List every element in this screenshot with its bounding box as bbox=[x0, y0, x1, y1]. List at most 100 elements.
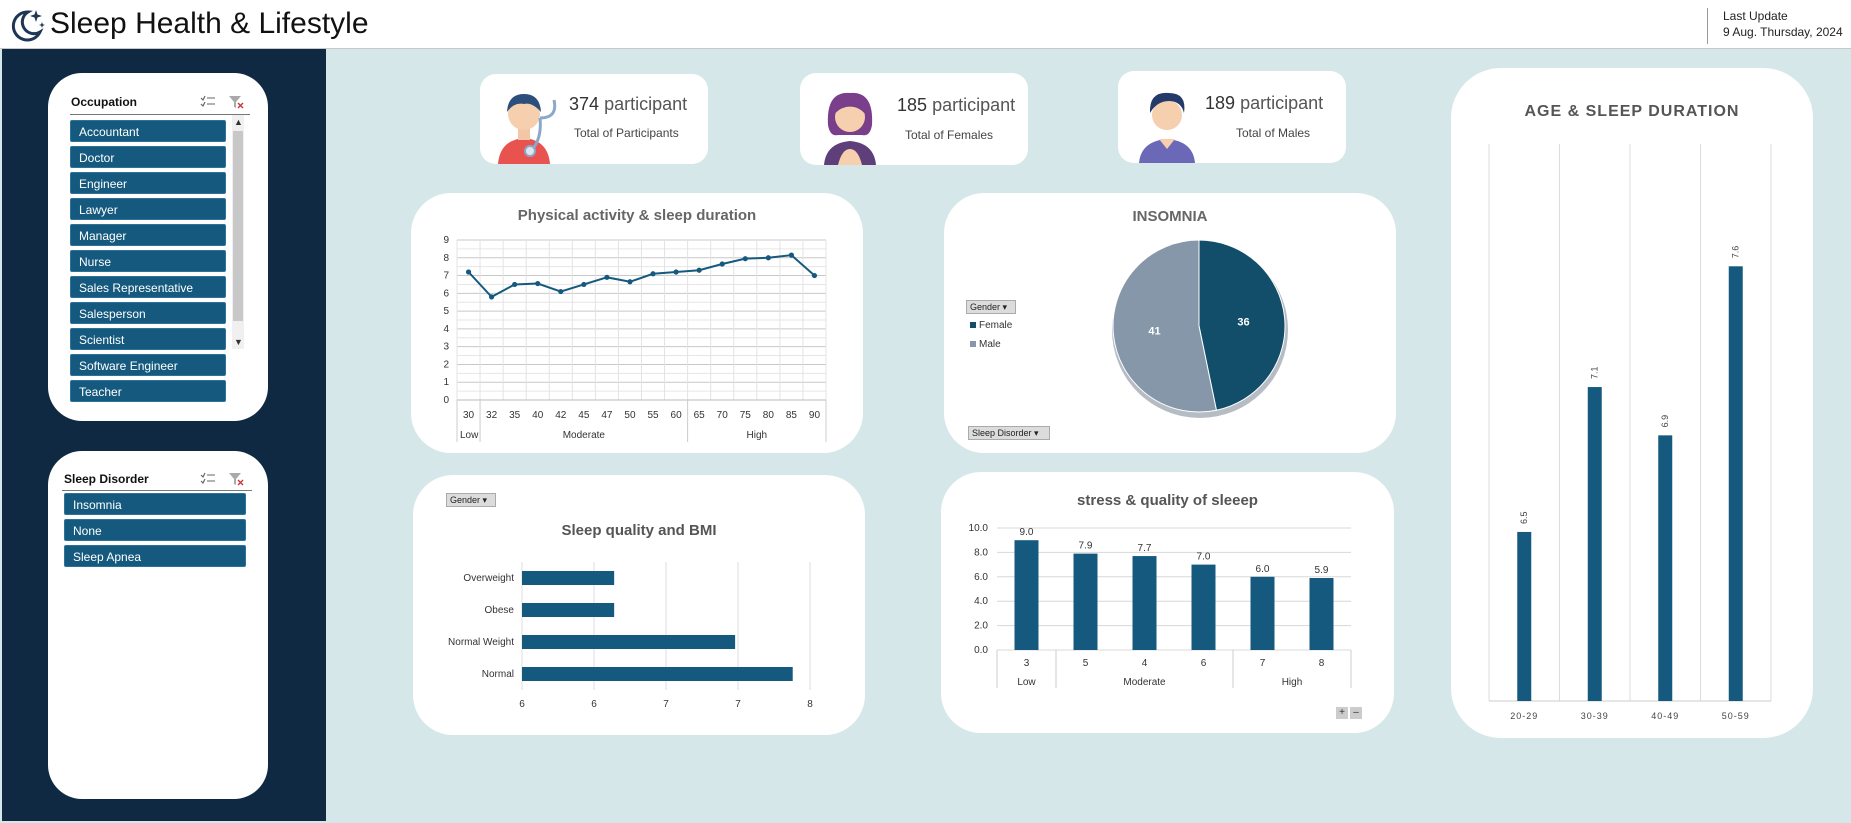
gender-filter-dropdown-bmi[interactable]: Gender ▾ bbox=[446, 493, 496, 507]
data-label: 9.0 bbox=[1020, 527, 1034, 538]
x-tick-label: 7 bbox=[735, 699, 741, 710]
page-title: Sleep Health & Lifestyle bbox=[50, 7, 369, 40]
expand-button[interactable]: + bbox=[1336, 707, 1348, 719]
slicer-item[interactable]: Sleep Apnea bbox=[64, 545, 246, 567]
female-avatar-icon bbox=[824, 92, 876, 165]
y-tick-label: 8.0 bbox=[974, 547, 988, 558]
bmi-card: Gender ▾ Sleep quality and BMI 6 6 7 7 8 Over… bbox=[413, 475, 865, 735]
slicer-item[interactable]: Insomnia bbox=[64, 493, 246, 515]
y-tick-label: Overweight bbox=[463, 573, 514, 584]
kpi-total-card: 374 participant Total of Participants bbox=[480, 74, 708, 164]
slicer-item[interactable]: Teacher bbox=[70, 380, 226, 402]
x-tick-label: 70 bbox=[717, 410, 729, 421]
x-tick-label: 50 bbox=[624, 410, 636, 421]
data-label: 7.6 bbox=[1731, 246, 1741, 259]
insomnia-card: INSOMNIA Gender ▾ Female Male Sleep Diso… bbox=[944, 193, 1396, 453]
y-tick-label: 0.0 bbox=[974, 645, 988, 656]
sleep-disorder-slicer-title: Sleep Disorder bbox=[64, 472, 149, 486]
y-tick-label: Normal bbox=[482, 669, 514, 680]
series-line bbox=[467, 254, 816, 299]
scroll-down-icon[interactable]: ▼ bbox=[234, 337, 243, 347]
data-point bbox=[581, 281, 587, 288]
slicer-item[interactable]: Salesperson bbox=[70, 302, 226, 324]
pie-data-label: 41 bbox=[1148, 326, 1160, 338]
chart-title: INSOMNIA bbox=[1132, 208, 1208, 225]
slicer-item[interactable]: Scientist bbox=[70, 328, 226, 350]
slicer-item[interactable]: Sales Representative bbox=[70, 276, 226, 298]
slicer-item[interactable]: Lawyer bbox=[70, 198, 226, 220]
y-tick-label: 3 bbox=[443, 342, 449, 353]
slicer-item[interactable]: Software Engineer bbox=[70, 354, 226, 376]
x-tick-label: 75 bbox=[740, 410, 752, 421]
collapse-button[interactable]: – bbox=[1350, 707, 1362, 719]
age-sleep-card: AGE & SLEEP DURATION 6.5 20-29 7.1 30-39 6.9… bbox=[1451, 68, 1813, 738]
x-tick-label: 3 bbox=[1024, 658, 1030, 669]
occupation-scrollbar[interactable]: ▲ ▼ bbox=[232, 115, 244, 349]
y-tick-label: 10.0 bbox=[969, 523, 989, 534]
x-tick-label: 80 bbox=[763, 410, 775, 421]
clear-filter-icon[interactable] bbox=[228, 95, 244, 109]
scroll-up-icon[interactable]: ▲ bbox=[234, 117, 243, 127]
group-label: Low bbox=[460, 430, 479, 441]
kpi-total-label: Total of Participants bbox=[574, 126, 679, 140]
slicer-item[interactable]: Engineer bbox=[70, 172, 226, 194]
group-label: High bbox=[747, 430, 768, 441]
multi-select-icon[interactable] bbox=[200, 95, 216, 109]
data-point bbox=[742, 256, 748, 262]
kpi-female-value: 185 participant bbox=[897, 95, 1016, 115]
x-tick-label: 6 bbox=[591, 699, 597, 710]
data-point bbox=[558, 288, 564, 295]
x-tick-label: 4 bbox=[1142, 658, 1148, 669]
kpi-total-value: 374 participant bbox=[569, 94, 688, 114]
y-tick-label: 1 bbox=[443, 377, 449, 388]
slicer-item[interactable]: Manager bbox=[70, 224, 226, 246]
bar bbox=[1517, 531, 1532, 701]
sleep-disorder-filter-dropdown[interactable]: Sleep Disorder ▾ bbox=[968, 426, 1050, 440]
x-tick-label: 5 bbox=[1083, 658, 1089, 669]
slicer-item[interactable]: Doctor bbox=[70, 146, 226, 168]
gender-filter-dropdown[interactable]: Gender ▾ bbox=[966, 300, 1016, 314]
y-tick-label: 9 bbox=[443, 235, 449, 246]
sidebar: Occupation Accountant Doctor Engineer Lawye… bbox=[2, 49, 326, 821]
data-point bbox=[719, 261, 725, 267]
kpi-female-label: Total of Females bbox=[905, 128, 994, 142]
x-tick-label: 20-29 bbox=[1510, 711, 1538, 721]
group-label: Moderate bbox=[1123, 677, 1166, 688]
pie-slice bbox=[1112, 239, 1218, 413]
insomnia-pie-chart: 36 41 bbox=[1112, 239, 1288, 418]
data-point bbox=[673, 269, 679, 275]
x-tick-label: 8 bbox=[807, 699, 813, 710]
group-label: High bbox=[1282, 677, 1303, 688]
x-tick-label: 7 bbox=[663, 699, 669, 710]
y-tick-label: 6.0 bbox=[974, 572, 988, 583]
last-update-date: 9 Aug. Thursday, 2024 bbox=[1723, 25, 1843, 39]
data-point bbox=[465, 269, 472, 275]
data-label: 7.7 bbox=[1138, 543, 1152, 554]
clear-filter-icon[interactable] bbox=[228, 472, 244, 486]
slicer-item[interactable]: Nurse bbox=[70, 250, 226, 272]
x-tick-label: 30-39 bbox=[1581, 711, 1609, 721]
occupation-slicer: Occupation Accountant Doctor Engineer Lawye… bbox=[48, 73, 268, 421]
stress-bar-chart: 0.0 2.0 4.0 6.0 8.0 10.0 9.0 3 7.9 5 7.7 4 7.0 6 6.0 7 5… bbox=[969, 523, 1352, 688]
x-tick-label: 8 bbox=[1319, 658, 1325, 669]
data-label: 6.5 bbox=[1519, 511, 1529, 524]
slicer-item[interactable]: Accountant bbox=[70, 120, 226, 142]
legend-female: Female bbox=[970, 320, 1012, 331]
data-point bbox=[696, 267, 702, 273]
pie-slice bbox=[1198, 239, 1286, 411]
bmi-bar-chart: 6 6 7 7 8 Overweight Obese Normal Weight Normal bbox=[448, 562, 813, 710]
legend-male: Male bbox=[970, 339, 1001, 350]
data-point bbox=[788, 252, 795, 258]
doctor-avatar-icon bbox=[498, 94, 557, 164]
data-label: 7.0 bbox=[1197, 552, 1211, 563]
multi-select-icon[interactable] bbox=[200, 472, 216, 486]
data-label: 7.1 bbox=[1590, 367, 1600, 380]
bar bbox=[522, 571, 615, 585]
group-label: Moderate bbox=[563, 430, 606, 441]
slicer-item[interactable]: None bbox=[64, 519, 246, 541]
y-tick-label: 4.0 bbox=[974, 596, 988, 607]
x-tick-label: 50-59 bbox=[1722, 711, 1750, 721]
scrollbar-thumb[interactable] bbox=[233, 131, 243, 321]
data-point bbox=[488, 294, 495, 300]
header: Sleep Health & Lifestyle Last Update 9 A… bbox=[0, 0, 1851, 49]
